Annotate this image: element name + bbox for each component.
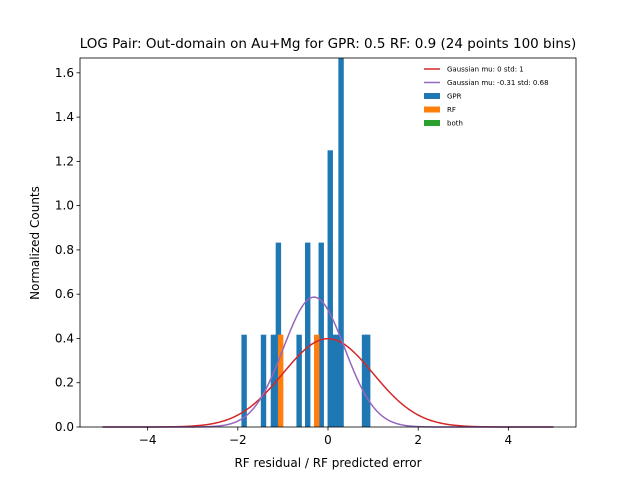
- rf-bar: [277, 334, 284, 427]
- legend-label: both: [447, 120, 463, 128]
- y-tick-label: 0.0: [55, 420, 74, 434]
- x-tick-label: −4: [139, 433, 157, 447]
- y-axis-label: Normalized Counts: [28, 186, 42, 300]
- y-tick-label: 1.0: [55, 199, 74, 213]
- gpr-bar: [260, 334, 267, 427]
- gpr-bar: [318, 242, 324, 427]
- gpr-bar: [364, 334, 371, 427]
- x-tick-label: 2: [414, 433, 422, 447]
- gpr-bar: [296, 334, 302, 427]
- y-axis-ticks: 0.0 0.2 0.4 0.6 0.8 1.0 1.2 1.4 1.6: [55, 66, 80, 434]
- y-tick-label: 0.8: [55, 243, 74, 257]
- x-tick-label: −2: [229, 433, 247, 447]
- gpr-bar: [338, 58, 344, 427]
- gpr-bar: [327, 150, 333, 427]
- y-tick-label: 0.4: [55, 331, 74, 345]
- gpr-bar: [361, 334, 368, 427]
- legend-swatch: [424, 106, 440, 113]
- legend-label: GPR: [447, 93, 462, 101]
- y-tick-label: 0.2: [55, 376, 74, 390]
- x-tick-label: 4: [505, 433, 513, 447]
- legend-label: Gaussian mu: 0 std: 1: [447, 66, 524, 74]
- y-tick-label: 1.2: [55, 154, 74, 168]
- legend-label: Gaussian mu: -0.31 std: 0.68: [447, 79, 549, 87]
- x-tick-label: 0: [324, 433, 332, 447]
- y-tick-label: 0.6: [55, 287, 74, 301]
- y-tick-label: 1.4: [55, 110, 74, 124]
- legend-swatch: [424, 120, 440, 126]
- x-axis-ticks: −4 −2 0 2 4: [139, 427, 512, 447]
- x-axis-label: RF residual / RF predicted error: [234, 456, 421, 470]
- gpr-bar: [305, 242, 311, 427]
- gpr-bar: [270, 334, 277, 427]
- gpr-bar: [334, 334, 341, 427]
- gpr-bar: [241, 334, 247, 427]
- legend-swatch: [424, 93, 440, 99]
- legend: Gaussian mu: 0 std: 1 Gaussian mu: -0.31 …: [424, 66, 549, 128]
- chart-title: LOG Pair: Out-domain on Au+Mg for GPR: 0…: [80, 36, 577, 52]
- bars-layer: [241, 58, 371, 427]
- rf-bar: [314, 334, 320, 427]
- gpr-bar: [330, 334, 337, 427]
- legend-label: RF: [447, 106, 456, 114]
- y-tick-label: 1.6: [55, 66, 74, 80]
